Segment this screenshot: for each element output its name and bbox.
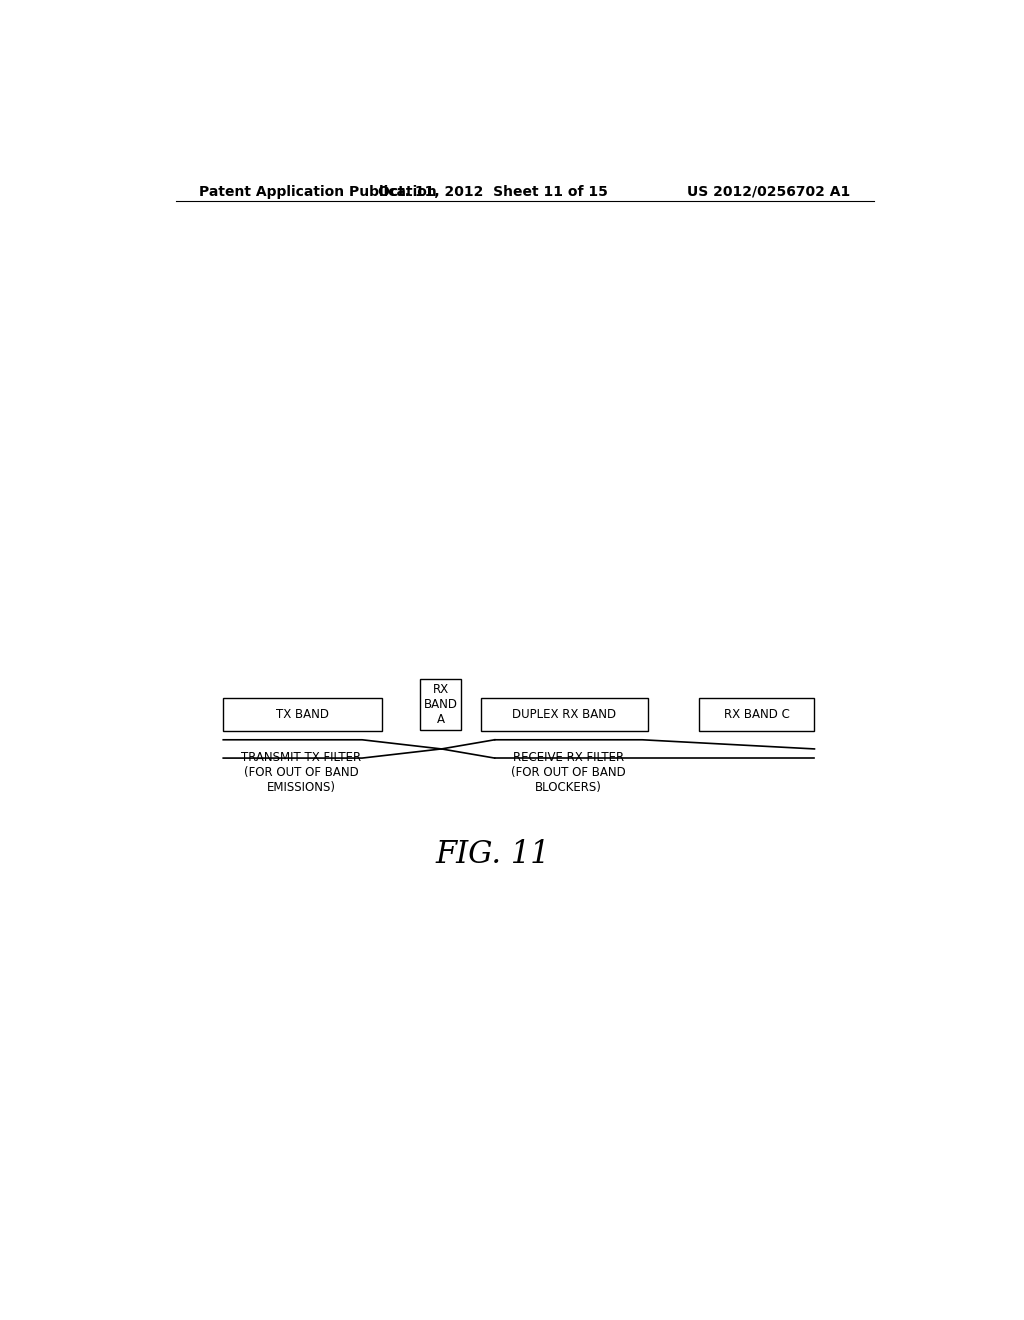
FancyBboxPatch shape <box>699 698 814 731</box>
Text: US 2012/0256702 A1: US 2012/0256702 A1 <box>687 185 850 199</box>
FancyBboxPatch shape <box>223 698 382 731</box>
Text: DUPLEX RX BAND: DUPLEX RX BAND <box>512 708 616 721</box>
Text: RECEIVE RX FILTER
(FOR OUT OF BAND
BLOCKERS): RECEIVE RX FILTER (FOR OUT OF BAND BLOCK… <box>511 751 626 793</box>
Text: FIG. 11: FIG. 11 <box>436 840 550 870</box>
FancyBboxPatch shape <box>481 698 648 731</box>
Text: Patent Application Publication: Patent Application Publication <box>200 185 437 199</box>
Text: Oct. 11, 2012  Sheet 11 of 15: Oct. 11, 2012 Sheet 11 of 15 <box>378 185 608 199</box>
FancyBboxPatch shape <box>420 678 461 730</box>
Text: RX
BAND
A: RX BAND A <box>424 682 458 726</box>
Text: TX BAND: TX BAND <box>276 708 329 721</box>
Text: TRANSMIT TX FILTER
(FOR OUT OF BAND
EMISSIONS): TRANSMIT TX FILTER (FOR OUT OF BAND EMIS… <box>241 751 361 793</box>
Text: RX BAND C: RX BAND C <box>724 708 790 721</box>
